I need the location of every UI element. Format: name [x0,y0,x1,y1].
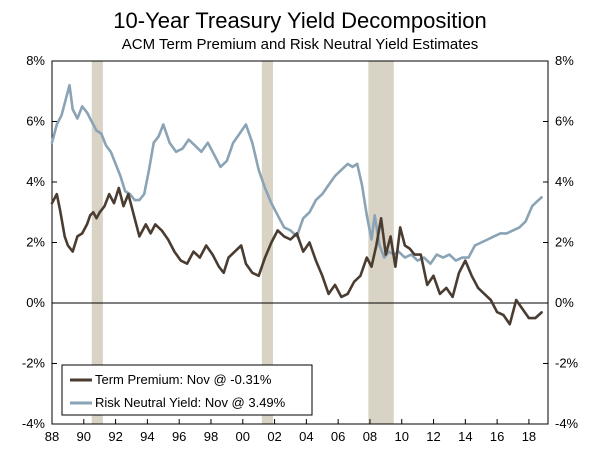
series-line-term-premium [50,186,543,326]
x-tick-label: 06 [331,429,345,444]
y-tick-label-left: -2% [22,356,46,371]
legend-label-risk-neutral-yield: Risk Neutral Yield: Nov @ 3.49% [95,395,286,410]
series-line-risk-neutral-yield [50,83,543,266]
y-tick-label-right: 4% [555,174,574,189]
legend-label-term-premium: Term Premium: Nov @ -0.31% [95,372,272,387]
recession-band-2 [261,61,273,424]
x-tick-label: 00 [236,429,250,444]
recession-band-1 [91,61,103,424]
x-tick-label: 16 [490,429,504,444]
y-tick-label-right: -4% [555,416,579,431]
x-tick-label: 92 [108,429,122,444]
x-tick-label: 98 [204,429,218,444]
y-tick-label-right: 2% [555,235,574,250]
axes: -4% -4% -2% -2% 0% 0% 2% 2% 4% 4% 6% 6% 8% 8% 88 90 92 94… [22,53,579,444]
x-tick-label: 02 [267,429,281,444]
y-tick-label-right: 8% [555,53,574,68]
x-tick-label: 18 [522,429,536,444]
y-tick-label-left: -4% [22,416,46,431]
x-tick-label: 88 [45,429,59,444]
y-tick-label-left: 6% [26,114,45,129]
y-tick-label-left: 0% [26,295,45,310]
x-tick-label: 04 [299,429,313,444]
y-tick-label-right: -2% [555,356,579,371]
x-tick-label: 90 [77,429,91,444]
chart-subtitle: ACM Term Premium and Risk Neutral Yield … [121,36,479,53]
x-tick-label: 94 [140,429,154,444]
y-tick-label-left: 2% [26,235,45,250]
y-tick-label-left: 8% [26,53,45,68]
x-tick-label: 12 [426,429,440,444]
y-tick-label-left: 4% [26,174,45,189]
chart-title: 10-Year Treasury Yield Decomposition [113,8,487,33]
x-tick-label: 08 [363,429,377,444]
legend-box [61,364,313,416]
y-tick-label-right: 6% [555,114,574,129]
x-tick-label: 96 [172,429,186,444]
series-lines [50,83,543,326]
x-tick-label: 10 [395,429,409,444]
legend: Term Premium: Nov @ -0.31% Risk Neutral … [61,364,313,416]
x-tick-label: 14 [458,429,472,444]
y-tick-label-right: 0% [555,295,574,310]
